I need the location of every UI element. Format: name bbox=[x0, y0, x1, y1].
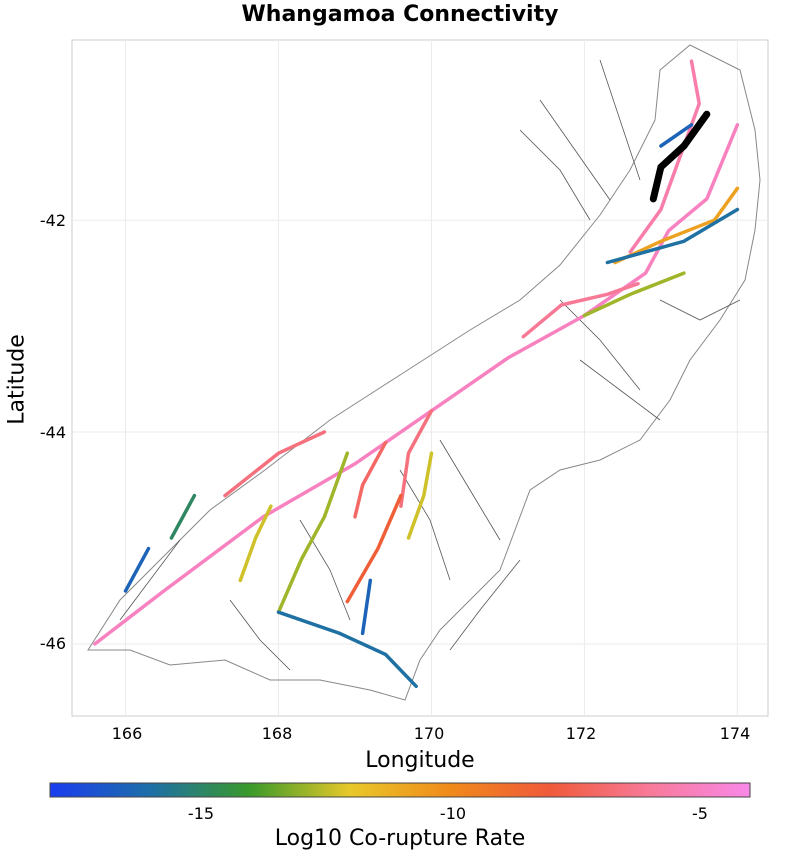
y-tick-label: -46 bbox=[39, 634, 66, 653]
colorbar-label: Log10 Co-rupture Rate bbox=[274, 826, 526, 851]
x-tick-label: 174 bbox=[719, 724, 751, 743]
connected-fault-trace bbox=[353, 440, 388, 519]
plot-panel bbox=[71, 39, 769, 717]
colorbar-tick-label: -5 bbox=[692, 804, 708, 823]
connected-fault-trace bbox=[521, 281, 640, 339]
connected-fault-trace bbox=[399, 409, 434, 508]
connected-fault-trace bbox=[276, 451, 350, 614]
connected-fault-trace bbox=[276, 610, 418, 689]
connected-fault-trace bbox=[605, 207, 740, 265]
x-tick-label: 166 bbox=[111, 724, 143, 743]
y-tick-label: -44 bbox=[39, 423, 66, 442]
connected-fault-trace bbox=[238, 504, 273, 583]
connected-fault-trace bbox=[582, 271, 686, 318]
connected-fault-trace bbox=[613, 186, 740, 265]
connected-fault-trace bbox=[345, 493, 403, 604]
connected-faults bbox=[93, 59, 740, 689]
connected-fault-trace bbox=[123, 546, 151, 593]
coastline bbox=[87, 44, 761, 701]
x-tick-label: 172 bbox=[565, 724, 597, 743]
connected-fault-trace bbox=[360, 578, 373, 636]
x-axis-label: Longitude bbox=[365, 748, 475, 773]
x-tick-label: 170 bbox=[413, 724, 445, 743]
connected-fault-trace bbox=[223, 430, 327, 498]
connected-fault-trace bbox=[659, 123, 694, 148]
connected-fault-trace bbox=[93, 123, 740, 646]
chart-title: Whangamoa Connectivity bbox=[241, 2, 559, 27]
y-axis-label: Latitude bbox=[4, 334, 30, 425]
connected-fault-trace bbox=[406, 451, 434, 540]
colorbar-tick-label: -15 bbox=[187, 804, 215, 823]
colorbar-tick-label: -10 bbox=[439, 804, 467, 823]
y-tick-label: -42 bbox=[39, 211, 66, 230]
source-fault bbox=[649, 110, 711, 203]
x-tick-label: 168 bbox=[261, 724, 293, 743]
colorbar-gradient bbox=[49, 782, 751, 798]
whangamoa-fault-trace bbox=[649, 110, 711, 203]
fault-network bbox=[119, 59, 741, 671]
connected-fault-trace bbox=[169, 493, 197, 540]
